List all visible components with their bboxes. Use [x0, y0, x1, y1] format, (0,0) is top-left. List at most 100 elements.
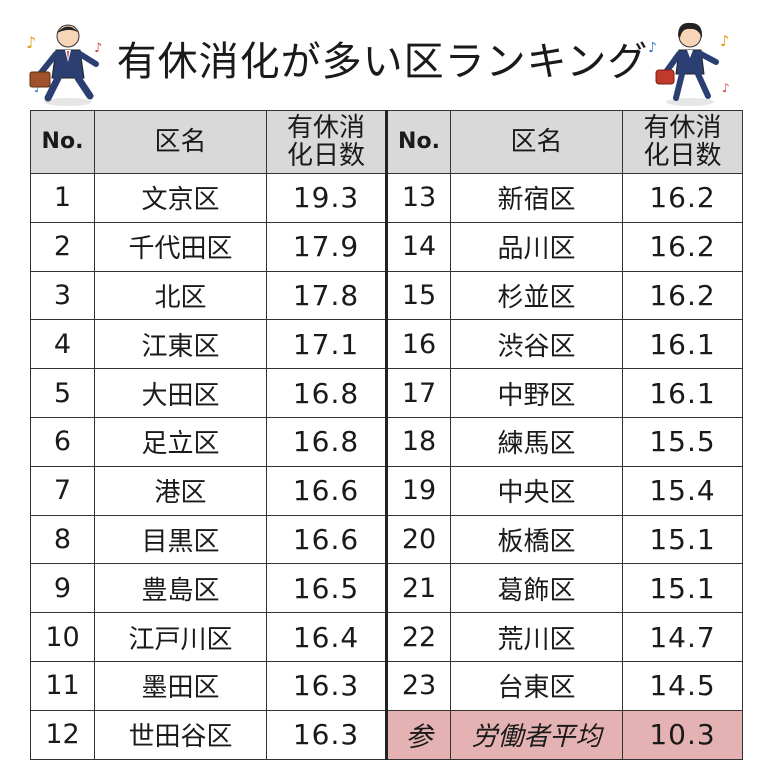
leave-days: 16.5 [266, 563, 387, 614]
leave-days: 16.2 [622, 270, 743, 321]
header-days: 有休消 化日数 [622, 110, 743, 174]
ward-name: 江東区 [94, 319, 267, 370]
svg-text:♪: ♪ [34, 81, 42, 95]
rank-no: 6 [30, 416, 95, 467]
ward-name: 台東区 [450, 660, 623, 711]
table-row: 5 大田区 16.8 17 中野区 16.1 [30, 368, 743, 418]
leave-days: 16.6 [266, 465, 387, 516]
ward-name: 大田区 [94, 368, 267, 418]
header-days-line2: 化日数 [286, 141, 365, 171]
table-row: 4 江東区 17.1 16 渋谷区 16.1 [30, 319, 743, 370]
ward-name: 文京区 [94, 173, 267, 223]
rank-no: 21 [385, 563, 451, 614]
leave-days: 15.1 [622, 514, 743, 565]
ward-name: 品川区 [450, 221, 623, 272]
leave-days: 15.5 [622, 416, 743, 467]
reference-ward: 労働者平均 [450, 709, 623, 760]
header-ward: 区名 [94, 110, 267, 174]
ward-name: 中野区 [450, 368, 623, 418]
page-title: 有休消化が多い区ランキング [116, 39, 649, 85]
ward-name: 中央区 [450, 465, 623, 516]
leave-days: 16.8 [266, 416, 387, 467]
svg-text:♪: ♪ [722, 81, 730, 95]
leave-days: 17.8 [266, 270, 387, 321]
ward-name: 墨田区 [94, 660, 267, 711]
table-row: 12 世田谷区 16.3 参 労働者平均 10.3 [30, 709, 743, 760]
rank-no: 12 [30, 709, 95, 760]
ward-name: 練馬区 [450, 416, 623, 467]
ward-name: 豊島区 [94, 563, 267, 614]
ward-name: 新宿区 [450, 173, 623, 223]
header-ward: 区名 [450, 110, 623, 174]
header-days-line1: 有休消 [643, 113, 722, 143]
leave-days: 15.1 [622, 563, 743, 614]
leave-days: 16.3 [266, 660, 387, 711]
header-days-line1: 有休消 [286, 113, 365, 143]
table-row: 1 文京区 19.3 13 新宿区 16.2 [30, 173, 743, 223]
table-row: 8 目黒区 16.6 20 板橋区 15.1 [30, 514, 743, 565]
table-row: 9 豊島区 16.5 21 葛飾区 15.1 [30, 563, 743, 614]
ranking-table: No. 区名 有休消 化日数 No. 区名 有休消 化日数 1 文京区 19.3… [30, 110, 743, 760]
leave-days: 16.3 [266, 709, 387, 760]
rank-no: 15 [385, 270, 451, 321]
rank-no: 23 [385, 660, 451, 711]
rank-no: 14 [385, 221, 451, 272]
header-days: 有休消 化日数 [266, 110, 387, 174]
ward-name: 世田谷区 [94, 709, 267, 760]
svg-text:♪: ♪ [720, 32, 730, 50]
ward-name: 葛飾区 [450, 563, 623, 614]
table-row: 11 墨田区 16.3 23 台東区 14.5 [30, 660, 743, 711]
leave-days: 19.3 [266, 173, 387, 223]
ward-name: 荒川区 [450, 612, 623, 662]
rank-no: 2 [30, 221, 95, 272]
leave-days: 17.1 [266, 319, 387, 370]
table-row: 2 千代田区 17.9 14 品川区 16.2 [30, 221, 743, 272]
businessman-icon: ♪ ♪ ♪ [26, 24, 102, 106]
table-row: 7 港区 16.6 19 中央区 15.4 [30, 465, 743, 516]
leave-days: 16.2 [622, 173, 743, 223]
leave-days: 15.4 [622, 465, 743, 516]
rank-no: 11 [30, 660, 95, 711]
ward-name: 目黒区 [94, 514, 267, 565]
rank-no: 18 [385, 416, 451, 467]
ward-name: 足立区 [94, 416, 267, 467]
rank-no: 10 [30, 612, 95, 662]
svg-text:♪: ♪ [648, 40, 657, 56]
rank-no: 13 [385, 173, 451, 223]
rank-no: 17 [385, 368, 451, 418]
leave-days: 16.2 [622, 221, 743, 272]
rank-no: 20 [385, 514, 451, 565]
rank-no: 16 [385, 319, 451, 370]
reference-days: 10.3 [622, 709, 743, 760]
ward-name: 港区 [94, 465, 267, 516]
leave-days: 16.8 [266, 368, 387, 418]
leave-days: 16.1 [622, 368, 743, 418]
rank-no: 7 [30, 465, 95, 516]
table-row: 6 足立区 16.8 18 練馬区 15.5 [30, 416, 743, 467]
rank-no: 8 [30, 514, 95, 565]
ward-name: 板橋区 [450, 514, 623, 565]
ward-name: 千代田区 [94, 221, 267, 272]
rank-no: 9 [30, 563, 95, 614]
ward-name: 江戸川区 [94, 612, 267, 662]
table-row: 10 江戸川区 16.4 22 荒川区 14.7 [30, 612, 743, 662]
rank-no: 4 [30, 319, 95, 370]
rank-no: 5 [30, 368, 95, 418]
ward-name: 杉並区 [450, 270, 623, 321]
leave-days: 17.9 [266, 221, 387, 272]
ward-name: 北区 [94, 270, 267, 321]
rank-no: 22 [385, 612, 451, 662]
leave-days: 14.5 [622, 660, 743, 711]
page-header: ♪ ♪ ♪ 有休消化が多い区ランキング ♪ ♪ ♪ [0, 0, 765, 110]
businesswoman-icon: ♪ ♪ ♪ [648, 22, 730, 106]
leave-days: 16.4 [266, 612, 387, 662]
rank-no: 1 [30, 173, 95, 223]
svg-text:♪: ♪ [94, 41, 102, 56]
rank-no: 3 [30, 270, 95, 321]
reference-label: 参 [385, 709, 451, 760]
table-row: 3 北区 17.8 15 杉並区 16.2 [30, 270, 743, 321]
header-no: No. [30, 110, 95, 174]
leave-days: 14.7 [622, 612, 743, 662]
header-no: No. [385, 110, 451, 174]
svg-text:♪: ♪ [26, 33, 36, 52]
